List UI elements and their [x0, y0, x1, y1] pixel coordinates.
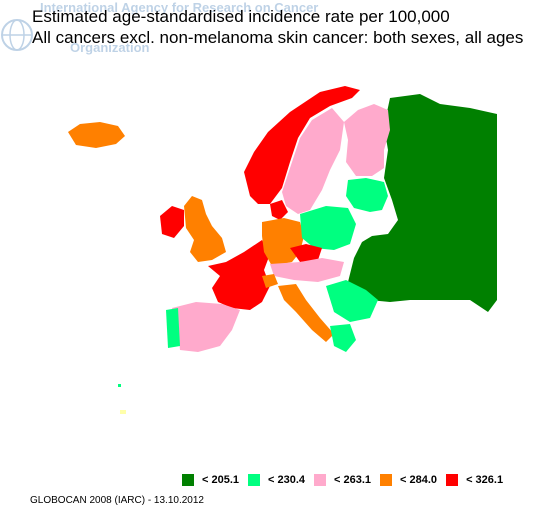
iarc-watermark: International Agency for Research on Can…: [0, 0, 318, 60]
region-central-europe[interactable]: [270, 258, 344, 282]
legend-item-1: < 205.1: [182, 474, 239, 486]
legend-swatch-3: [314, 474, 327, 486]
legend-swatch-2: [248, 474, 261, 486]
region-spain[interactable]: [172, 302, 240, 352]
legend-item-2: < 230.4: [248, 474, 305, 486]
region-greece[interactable]: [330, 324, 356, 352]
region-iceland[interactable]: [68, 122, 125, 148]
watermark-text-2: Organization: [70, 40, 150, 55]
legend-item-3: < 263.1: [314, 474, 371, 486]
region-czechia[interactable]: [290, 244, 322, 262]
legend-swatch-5: [446, 474, 459, 486]
region-france[interactable]: [208, 240, 270, 310]
region-poland[interactable]: [300, 206, 356, 250]
region-finland[interactable]: [344, 104, 390, 176]
region-switzerland[interactable]: [262, 274, 278, 288]
legend-item-4: < 284.0: [380, 474, 437, 486]
who-emblem-icon: [1, 19, 33, 51]
region-russia[interactable]: [348, 94, 497, 312]
legend-label-3: < 263.1: [334, 474, 372, 486]
map-title-line-1: Estimated age-standardised incidence rat…: [32, 7, 450, 26]
region-great-britain[interactable]: [184, 196, 226, 262]
region-germany[interactable]: [262, 218, 304, 266]
legend-item-5: < 326.1: [446, 474, 503, 486]
legend-swatch-1: [182, 474, 194, 486]
map-legend: < 205.1 < 230.4 < 263.1 < 284.0 < 326.1: [182, 474, 512, 486]
region-small-islands: [120, 410, 126, 414]
watermark-text-1: International Agency for Research on Can…: [40, 0, 319, 15]
region-sweden[interactable]: [282, 108, 344, 214]
map-title-line-2: All cancers excl. non-melanoma skin canc…: [32, 28, 524, 47]
legend-label-5: < 326.1: [466, 474, 504, 486]
legend-label-4: < 284.0: [400, 474, 438, 486]
source-credit: GLOBOCAN 2008 (IARC) - 13.10.2012: [30, 495, 204, 506]
region-portugal[interactable]: [166, 308, 180, 348]
legend-label-1: < 205.1: [202, 474, 240, 486]
region-canary-islands: [118, 384, 121, 387]
europe-choropleth-map: [68, 86, 497, 414]
region-denmark[interactable]: [270, 200, 288, 220]
region-balkans[interactable]: [326, 280, 378, 322]
region-italy[interactable]: [278, 284, 334, 342]
region-ireland[interactable]: [160, 206, 184, 238]
region-baltics[interactable]: [346, 178, 388, 212]
region-norway[interactable]: [244, 86, 360, 204]
legend-swatch-4: [380, 474, 393, 486]
legend-label-2: < 230.4: [268, 474, 306, 486]
